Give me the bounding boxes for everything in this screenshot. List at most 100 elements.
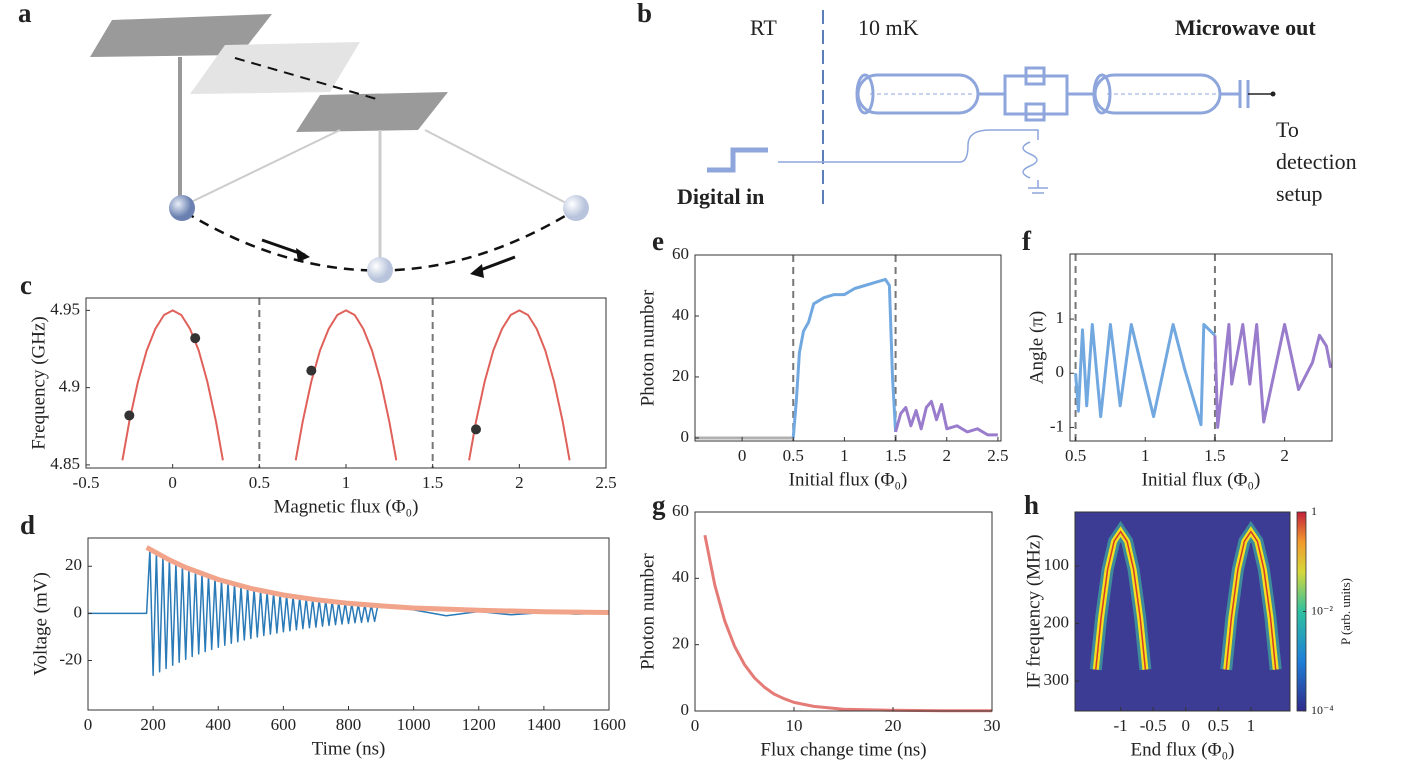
y-tick-label: 40 bbox=[672, 305, 689, 324]
out-label: Microwave out bbox=[1175, 15, 1316, 40]
colorbar-tick-label: 10⁻⁴ bbox=[1311, 703, 1334, 717]
axes-frame bbox=[1069, 253, 1333, 442]
y-tick-label: 40 bbox=[672, 567, 689, 586]
data-line bbox=[88, 548, 610, 677]
x-tick-label: 0.5 bbox=[783, 446, 804, 465]
y-tick-label: 60 bbox=[672, 501, 689, 520]
x-tick-label: 1 bbox=[342, 473, 351, 492]
x-tick-label: 1200 bbox=[462, 715, 496, 734]
y-axis-label: Frequency (GHz) bbox=[28, 316, 49, 449]
axes-frame bbox=[85, 297, 607, 469]
y-tick-label: 4.85 bbox=[50, 454, 80, 473]
y-tick-label: 0 bbox=[681, 700, 690, 719]
panel-label: f bbox=[1022, 226, 1032, 256]
y-axis-label: IF frequency (MHz) bbox=[1023, 534, 1044, 688]
x-axis-label: Time (ns) bbox=[312, 738, 386, 759]
y-axis-label: Angle (π) bbox=[1026, 311, 1047, 384]
x-tick-label: 600 bbox=[271, 715, 297, 734]
y-axis-label: Voltage (mV) bbox=[30, 572, 51, 676]
pendulum-diagram: a bbox=[18, 0, 589, 283]
data-line bbox=[1213, 323, 1333, 429]
x-tick-label: 1 bbox=[840, 446, 849, 465]
x-tick-label: -0.5 bbox=[73, 473, 100, 492]
panel-label: c bbox=[20, 270, 32, 300]
y-tick-label: 4.9 bbox=[59, 377, 80, 396]
x-tick-label: 2.5 bbox=[595, 473, 616, 492]
y-tick-label: 20 bbox=[65, 555, 82, 574]
x-tick-label: 2 bbox=[943, 446, 952, 465]
panel-label: g bbox=[652, 490, 666, 520]
x-tick-label: 1 bbox=[1141, 446, 1150, 465]
x-tick-label: 1600 bbox=[592, 715, 626, 734]
data-point bbox=[124, 410, 135, 421]
detect-label: setup bbox=[1276, 181, 1322, 206]
x-tick-label: 10 bbox=[786, 716, 803, 735]
x-tick-label: 400 bbox=[206, 715, 232, 734]
x-tick-label: 0 bbox=[1182, 716, 1191, 735]
x-tick-label: 2 bbox=[1280, 446, 1289, 465]
x-tick-label: 200 bbox=[140, 715, 166, 734]
detect-label: detection bbox=[1276, 149, 1357, 174]
y-tick-label: 4.95 bbox=[50, 299, 80, 318]
x-tick-label: 1.5 bbox=[422, 473, 443, 492]
panel-label: b bbox=[637, 0, 652, 28]
x-tick-label: 2 bbox=[515, 473, 524, 492]
axes-frame bbox=[694, 254, 1002, 442]
axes-frame bbox=[694, 511, 993, 712]
x-axis-label: Initial flux (Φ₀) bbox=[1142, 469, 1261, 490]
rt-label: RT bbox=[750, 15, 777, 40]
x-tick-label: 800 bbox=[336, 715, 362, 734]
x-tick-label: 20 bbox=[885, 716, 902, 735]
y-axis-label: Photon number bbox=[637, 289, 658, 406]
y-tick-label: 20 bbox=[672, 634, 689, 653]
circuit-diagram: b RT 10 mK Microwave out To detection se… bbox=[637, 0, 1357, 210]
colorbar-tick-label: 10⁻² bbox=[1311, 603, 1333, 617]
data-line bbox=[703, 534, 992, 713]
y-tick-label: 300 bbox=[1044, 670, 1070, 689]
panel-label: a bbox=[18, 0, 32, 28]
x-tick-label: 1400 bbox=[527, 715, 561, 734]
charts: -0.5 0 0.5 1 1.5 2 2.5 4.85 4.9 4.95 Magnetic flux… bbox=[20, 226, 1353, 760]
y-tick-label: 1 bbox=[1056, 308, 1065, 327]
x-tick-label: -0.5 bbox=[1140, 716, 1167, 735]
colorbar-label: P (arb. units) bbox=[1338, 578, 1353, 645]
data-line bbox=[894, 399, 998, 437]
y-axis-label: Photon number bbox=[637, 553, 658, 670]
x-tick-label: 0.5 bbox=[1208, 716, 1229, 735]
x-axis-label: Flux change time (ns) bbox=[760, 739, 926, 760]
y-tick-label: 0 bbox=[74, 602, 83, 621]
x-tick-label: 0 bbox=[168, 473, 177, 492]
x-tick-label: 0.5 bbox=[249, 473, 270, 492]
detect-label: To bbox=[1276, 117, 1299, 142]
y-tick-label: 100 bbox=[1044, 555, 1070, 574]
data-point bbox=[306, 365, 317, 376]
y-tick-label: 200 bbox=[1044, 612, 1070, 631]
x-axis-label: Initial flux (Φ₀) bbox=[789, 469, 908, 490]
axes-frame bbox=[1074, 511, 1291, 712]
data-line bbox=[121, 309, 224, 461]
x-axis-label: Magnetic flux (Φ₀) bbox=[273, 496, 418, 517]
x-tick-label: 0 bbox=[691, 716, 700, 735]
data-line bbox=[145, 545, 610, 615]
x-tick-label: 2.5 bbox=[987, 446, 1008, 465]
y-tick-label: 0 bbox=[681, 427, 690, 446]
data-line bbox=[468, 309, 571, 461]
x-tick-label: 1000 bbox=[397, 715, 431, 734]
panel-label: e bbox=[652, 226, 664, 256]
data-point bbox=[471, 424, 481, 435]
panel-label: d bbox=[20, 510, 35, 540]
y-tick-label: -20 bbox=[59, 649, 82, 668]
x-tick-label: 0 bbox=[84, 715, 93, 734]
x-tick-label: 1.5 bbox=[1204, 446, 1225, 465]
x-tick-label: 0 bbox=[738, 446, 747, 465]
y-tick-label: -1 bbox=[1050, 416, 1064, 435]
temp-label: 10 mK bbox=[858, 15, 919, 40]
data-line bbox=[1074, 323, 1216, 427]
digital-label: Digital in bbox=[677, 184, 764, 209]
data-line bbox=[791, 277, 898, 439]
panel-label: h bbox=[1024, 490, 1039, 520]
y-tick-label: 60 bbox=[672, 244, 689, 263]
x-tick-label: 1 bbox=[1247, 716, 1256, 735]
x-tick-label: 30 bbox=[984, 716, 1001, 735]
